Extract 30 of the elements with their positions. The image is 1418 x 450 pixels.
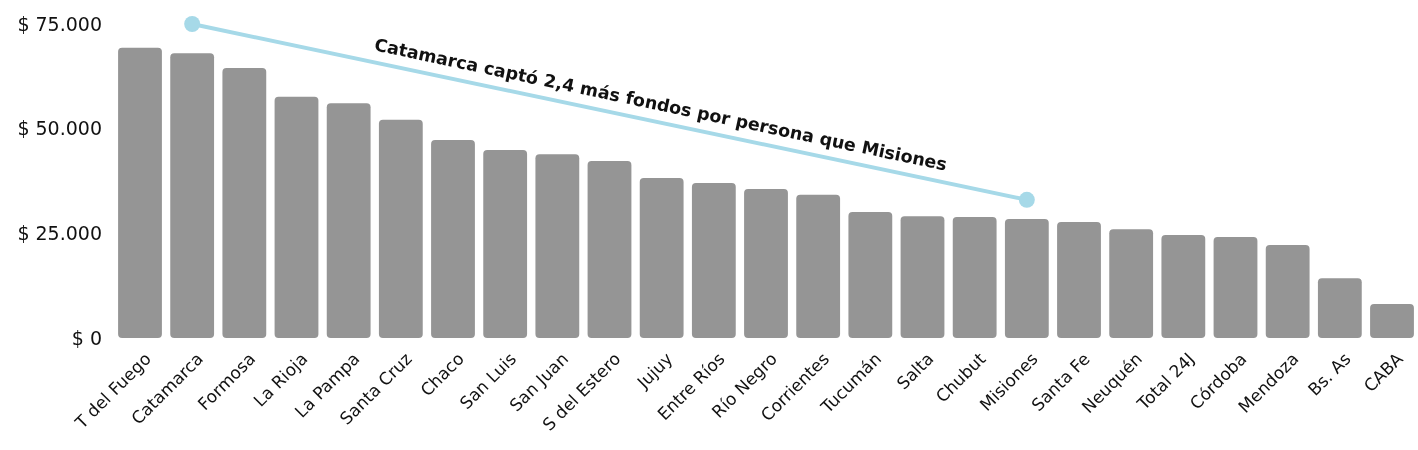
bar [1004,219,1049,338]
bar [431,139,475,338]
bar [1370,304,1414,338]
bar [1213,237,1258,338]
x-tick-label: Bs. As [1303,348,1355,400]
bar [1057,222,1101,338]
bar [639,178,684,338]
bar [1161,235,1206,338]
y-tick-label: $ 25.000 [17,221,102,244]
y-tick-label: $ 0 [71,326,102,349]
bar [170,53,215,338]
bar [587,160,632,338]
bar [796,194,841,338]
bar [378,119,423,338]
y-tick-label: $ 75.000 [17,12,102,35]
bar [848,211,893,338]
bar [274,96,319,338]
bar [691,183,736,338]
bar [1265,245,1310,338]
bar [1109,229,1154,338]
bar [118,47,162,338]
y-tick-label: $ 50.000 [17,117,102,140]
bar [326,103,371,338]
bar [1317,278,1362,338]
bar [483,150,528,338]
bar [535,154,580,338]
bar [900,216,945,338]
bar [222,67,267,338]
bar [744,188,788,338]
bar [952,217,997,338]
